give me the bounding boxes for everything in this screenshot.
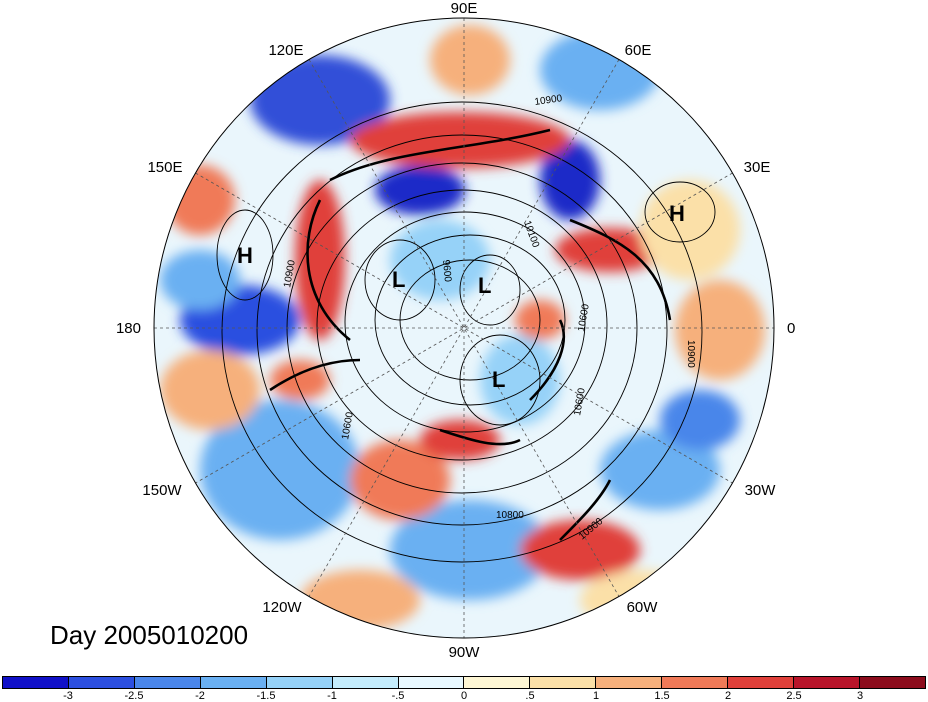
longitude-label: 30E — [744, 159, 771, 176]
colorbar-tick-label: 2 — [724, 690, 732, 702]
colorbar-swatch — [332, 677, 399, 688]
longitude-label: 90W — [449, 644, 481, 661]
anomaly-patch — [675, 280, 765, 380]
anomaly-patch — [660, 390, 740, 450]
colorbar-swatch — [134, 677, 201, 688]
anomaly-patch — [300, 570, 420, 630]
colorbar-tick-label: -1.5 — [256, 690, 276, 702]
colorbar: -3 -2.5 -2 -1.5 -1 -.5 0 .5 1 1.5 2 2.5 3 — [0, 676, 928, 702]
anomaly-patch — [420, 420, 500, 460]
colorbar-tick-label: -2.5 — [124, 690, 144, 702]
colorbar-swatch — [859, 677, 925, 688]
colorbar-swatch — [266, 677, 333, 688]
contour-label: 10900 — [282, 259, 298, 289]
longitude-label: 60E — [625, 42, 652, 59]
low-pressure-marker: L — [478, 273, 491, 298]
anomaly-patch — [270, 360, 330, 400]
map-title: Day 2005010200 — [50, 620, 249, 650]
high-pressure-marker: H — [669, 201, 685, 226]
anomaly-patch — [160, 250, 240, 310]
longitude-label: 120E — [268, 42, 303, 59]
contour-label: 10600 — [572, 387, 588, 417]
colorbar-tick-label: -3 — [63, 690, 73, 702]
anomaly-patch — [350, 112, 570, 168]
colorbar-tick-label: 0 — [460, 690, 468, 702]
contour-label: 10800 — [496, 510, 524, 521]
longitude-label: 120W — [262, 599, 302, 616]
colorbar-tick-label: .5 — [525, 690, 535, 702]
anomaly-patch — [160, 350, 260, 430]
anomaly-patch — [390, 500, 550, 600]
contour-label: 10900 — [534, 93, 564, 108]
longitude-label: 60W — [627, 599, 659, 616]
map-boundary — [153, 17, 775, 639]
colorbar-swatch — [398, 677, 465, 688]
colorbar-swatch — [530, 677, 597, 688]
longitude-label: 150W — [142, 482, 182, 499]
colorbar-swatch — [68, 677, 135, 688]
anomaly-patch — [250, 55, 390, 145]
height-contours — [216, 101, 716, 563]
colorbar-tick-label: 1.5 — [654, 690, 670, 702]
anomaly-patch — [640, 180, 740, 280]
colorbar-tick-label: 3 — [856, 690, 864, 702]
longitude-label: 90E — [451, 0, 478, 17]
jet-streaks — [269, 128, 672, 541]
colorbar-swatch — [200, 677, 267, 688]
colorbar-swatch — [662, 677, 729, 688]
anomaly-patch — [375, 165, 465, 215]
longitude-label: 30W — [745, 482, 777, 499]
colorbar-swatch — [728, 677, 795, 688]
colorbar-swatches — [2, 676, 926, 689]
colorbar-swatch — [596, 677, 663, 688]
anomaly-patch — [480, 335, 560, 425]
colorbar-tick-label: -.5 — [391, 690, 405, 702]
anomaly-patch — [520, 520, 640, 580]
anomaly-patch — [200, 400, 360, 540]
contour-label: 9600 — [440, 259, 453, 283]
longitude-label: 180 — [116, 320, 141, 337]
anomaly-patch — [390, 220, 490, 300]
colorbar-swatch — [464, 677, 531, 688]
anomaly-patch — [350, 440, 450, 520]
anomaly-patch — [540, 140, 600, 220]
anomaly-patch — [555, 228, 665, 272]
contour-label: 10600 — [340, 411, 356, 441]
contour-label: 10600 — [576, 303, 592, 333]
longitude-label: 0 — [787, 320, 795, 337]
colorbar-tick-label: -1 — [327, 690, 337, 702]
anomaly-patch — [600, 430, 720, 510]
anomaly-patch — [295, 180, 345, 340]
low-pressure-marker: L — [492, 367, 505, 392]
colorbar-swatch — [794, 677, 860, 688]
colorbar-tick-label: 2.5 — [786, 690, 802, 702]
longitude-label: 150E — [147, 159, 182, 176]
contour-label: 10900 — [685, 340, 696, 368]
colorbar-tick-label: 1 — [592, 690, 600, 702]
anomaly-field — [154, 18, 774, 638]
graticule — [154, 18, 774, 638]
colorbar-tick-label: -2 — [195, 690, 205, 702]
low-pressure-marker: L — [392, 267, 405, 292]
anomaly-patch — [430, 25, 510, 95]
polar-stereographic-map: H H L L L 10900 10900 10600 10800 10900 … — [116, 0, 795, 661]
high-pressure-marker: H — [237, 243, 253, 268]
colorbar-swatch — [3, 677, 69, 688]
